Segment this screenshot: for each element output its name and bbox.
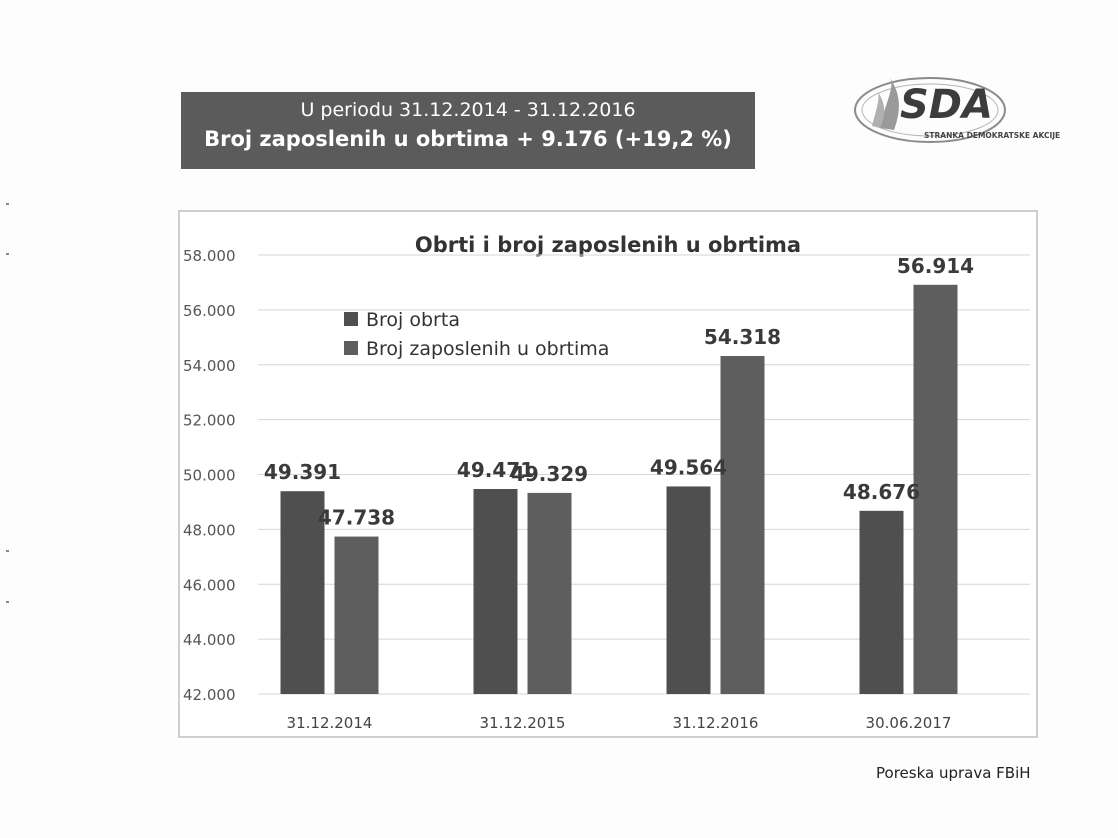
- y-tick-label: 56.000: [183, 302, 236, 320]
- bar: [280, 491, 325, 694]
- y-tick-label: 54.000: [183, 357, 236, 375]
- bar: [859, 510, 904, 694]
- y-tick-label: 44.000: [183, 631, 236, 649]
- data-label: 56.914: [897, 254, 974, 278]
- chart-title: Obrti i broj zaposlenih u obrtima: [415, 233, 801, 257]
- y-tick-label: 48.000: [183, 521, 236, 539]
- bar: [666, 486, 711, 694]
- bar: [473, 489, 518, 694]
- bar: [334, 536, 379, 694]
- data-label: 54.318: [704, 325, 781, 349]
- legend-label: Broj zaposlenih u obrtima: [366, 338, 609, 360]
- data-label: 48.676: [843, 480, 920, 504]
- y-tick-label: 50.000: [183, 467, 236, 485]
- y-tick-label: 58.000: [183, 247, 236, 265]
- x-tick-label: 31.12.2016: [673, 714, 759, 732]
- x-tick-label: 31.12.2015: [480, 714, 566, 732]
- legend-swatch: [344, 312, 358, 326]
- y-tick-label: 46.000: [183, 576, 236, 594]
- header-headline: Broj zaposlenih u obrtima + 9.176 (+19,2…: [204, 127, 732, 151]
- data-label: 49.471: [457, 458, 534, 482]
- header-period: U periodu 31.12.2014 - 31.12.2016: [300, 99, 636, 121]
- data-label: 47.738: [318, 506, 395, 530]
- logo-subtext: STRANKA DEMOKRATSKE AKCIJE: [924, 131, 1060, 140]
- y-tick-label: 42.000: [183, 686, 236, 704]
- y-tick-label: 52.000: [183, 412, 236, 430]
- header-banner: U periodu 31.12.2014 - 31.12.2016 Broj z…: [181, 92, 755, 169]
- source-note: Poreska uprava FBiH: [876, 764, 1031, 782]
- data-label: 49.391: [264, 460, 341, 484]
- bar: [720, 356, 765, 694]
- x-tick-label: 30.06.2017: [866, 714, 952, 732]
- data-label: 49.329: [511, 462, 588, 486]
- legend-label: Broj obrta: [366, 309, 460, 331]
- x-tick-label: 31.12.2014: [287, 714, 373, 732]
- data-label: 49.564: [650, 455, 727, 479]
- logo-wordmark: SDA: [900, 82, 993, 128]
- bar: [913, 284, 958, 694]
- sda-logo: SDA STRANKA DEMOKRATSKE AKCIJE: [850, 68, 1080, 158]
- legend-swatch: [344, 341, 358, 355]
- bar: [527, 492, 572, 694]
